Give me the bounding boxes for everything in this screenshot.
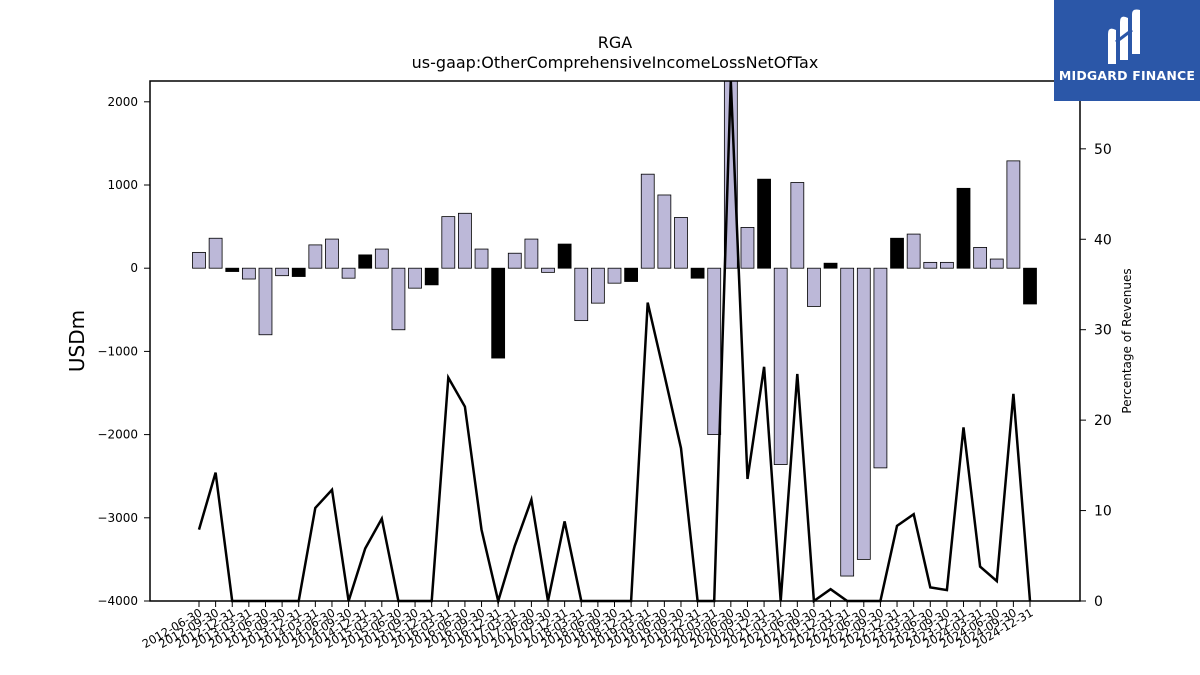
- y2-tick-label: 0: [1094, 594, 1103, 610]
- bar: [807, 267, 821, 307]
- y2-tick-label: 20: [1094, 413, 1112, 429]
- bar: [391, 267, 406, 331]
- bar: [1023, 267, 1037, 305]
- bar: [524, 238, 539, 269]
- percentage-line: [197, 80, 1032, 606]
- bar: [574, 267, 589, 322]
- bar: [740, 227, 755, 269]
- x-axis: 2012-06-302012-09-302012-12-312013-03-31…: [140, 601, 1036, 651]
- bar: [208, 237, 223, 269]
- plot-frame: [149, 80, 1081, 602]
- chart-subtitle: us-gaap:OtherComprehensiveIncomeLossNetO…: [412, 53, 819, 72]
- bar: [374, 248, 389, 269]
- bar: [757, 178, 771, 269]
- bar: [192, 251, 206, 269]
- bar: [973, 246, 988, 269]
- y2-tick-label: 40: [1094, 232, 1112, 248]
- bar: [441, 216, 456, 269]
- bar: [940, 261, 954, 269]
- bar: [906, 233, 921, 269]
- bar: [607, 267, 622, 284]
- bar: [590, 267, 605, 304]
- bar: [507, 252, 522, 269]
- bar: [707, 267, 722, 436]
- bar: [541, 267, 555, 273]
- bar: [823, 262, 838, 269]
- chart-title: RGA: [598, 33, 633, 52]
- bar: [474, 248, 489, 269]
- y-axis-left: −4000 −3000 −2000 −1000 0 1000 2000: [97, 95, 150, 608]
- bar: [424, 267, 439, 286]
- bar: [557, 243, 572, 269]
- bar: [624, 267, 639, 282]
- bar: [275, 267, 289, 277]
- y2-axis-label: Percentage of Revenues: [1120, 268, 1134, 413]
- bar: [840, 267, 855, 577]
- bar: [325, 238, 339, 269]
- bar: [258, 267, 273, 336]
- bar: [225, 267, 240, 272]
- bars: [192, 80, 1037, 577]
- bar: [491, 267, 506, 359]
- bar: [956, 187, 971, 269]
- y-tick-label: −3000: [97, 511, 138, 525]
- midgard-finance-logo: MIDGARD FINANCE: [1054, 0, 1200, 101]
- y-axis-label: USDm: [65, 310, 89, 372]
- y-axis-right: 0 10 20 30 40 50: [1080, 142, 1112, 610]
- bar: [923, 261, 938, 269]
- bar: [674, 217, 688, 269]
- bar: [657, 194, 672, 269]
- bar: [1006, 160, 1021, 269]
- y2-tick-label: 10: [1094, 504, 1112, 520]
- bar: [358, 254, 373, 269]
- y-tick-label: −1000: [97, 344, 138, 358]
- bar: [640, 173, 655, 269]
- logo-text: MIDGARD FINANCE: [1058, 68, 1196, 83]
- y2-tick-label: 50: [1094, 142, 1112, 158]
- bar: [790, 182, 805, 269]
- bar: [458, 212, 472, 269]
- y-tick-label: 0: [130, 261, 138, 275]
- midgard-logo-icon: [1108, 9, 1140, 65]
- bar: [873, 267, 888, 469]
- bar: [690, 267, 705, 279]
- bar: [291, 267, 306, 277]
- bar: [408, 267, 422, 289]
- y-tick-label: −2000: [97, 428, 138, 442]
- bar: [308, 244, 323, 269]
- bar: [241, 267, 256, 280]
- bar: [341, 267, 356, 279]
- bar: [890, 237, 904, 269]
- y-tick-label: −4000: [97, 594, 138, 608]
- y2-tick-label: 30: [1094, 323, 1112, 339]
- bar: [773, 267, 788, 465]
- bar: [856, 267, 871, 560]
- bar: [989, 258, 1004, 269]
- y-tick-label: 1000: [107, 178, 138, 192]
- y-tick-label: 2000: [107, 95, 138, 109]
